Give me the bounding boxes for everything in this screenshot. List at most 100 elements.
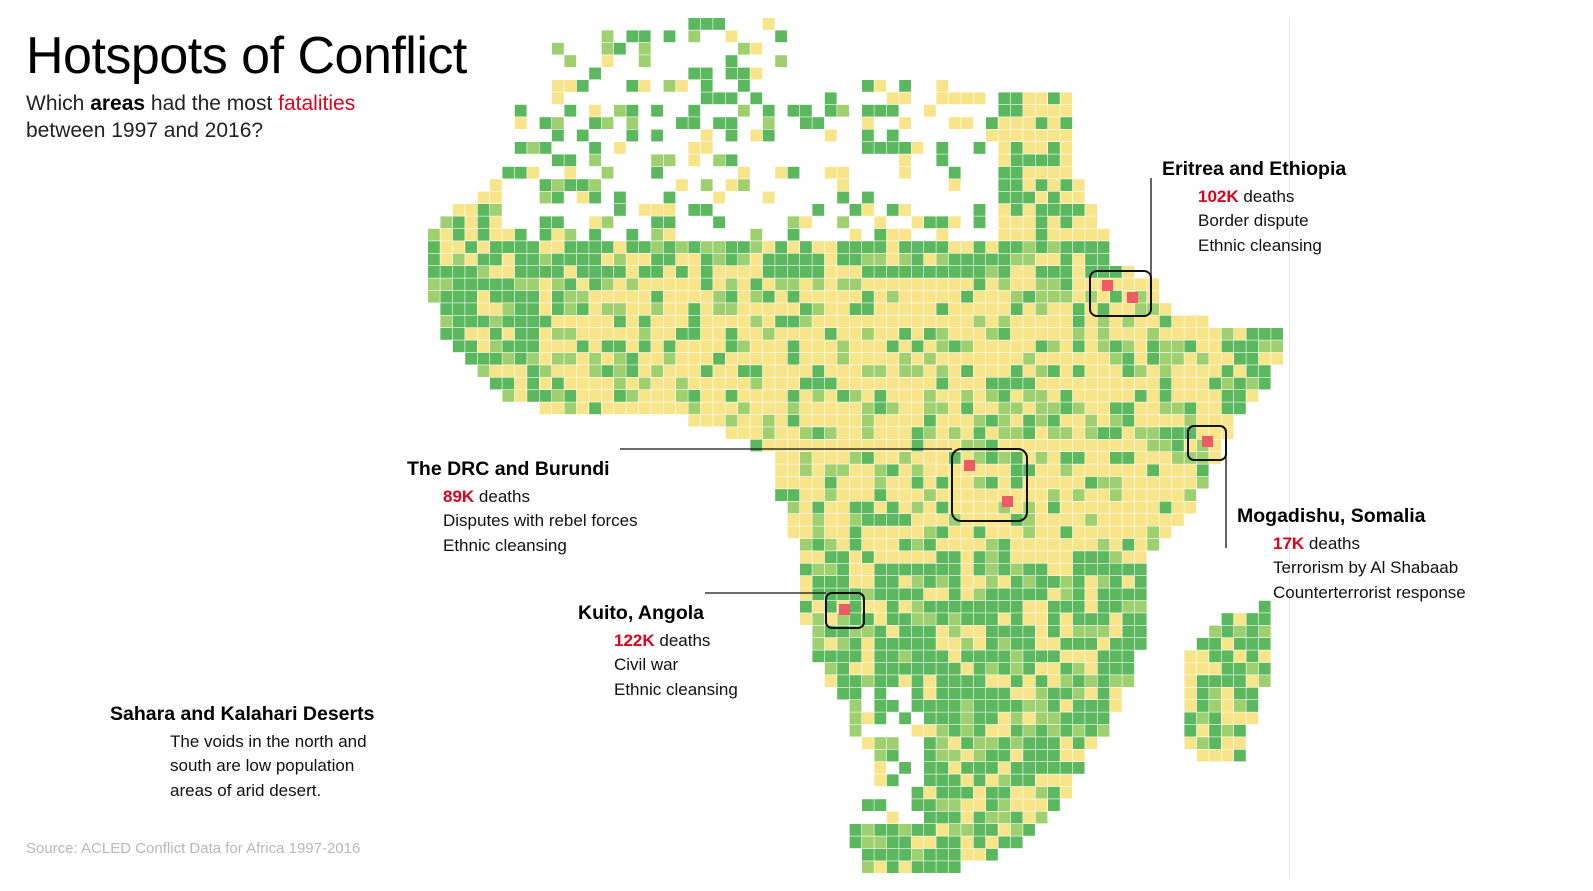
map-cell: [1072, 662, 1085, 675]
map-cell: [936, 476, 949, 489]
map-cell: [663, 30, 676, 43]
map-cell: [1060, 712, 1073, 725]
map-cell: [1035, 737, 1048, 749]
map-cell: [812, 514, 825, 526]
map-cell: [1072, 749, 1085, 762]
map-cell: [998, 824, 1011, 836]
map-cell: [638, 315, 651, 328]
map-cell: [514, 278, 527, 291]
map-cell: [477, 315, 490, 328]
map-cell: [862, 476, 874, 489]
map-cell: [1196, 414, 1209, 427]
subtitle-line2: between 1997 and 2016?: [26, 119, 264, 142]
map-cell: [998, 191, 1011, 204]
map-cell: [1035, 104, 1048, 117]
map-cell: [849, 228, 862, 241]
map-cell: [1023, 724, 1035, 737]
map-cell: [700, 241, 713, 253]
map-cell: [862, 142, 874, 154]
map-cell: [440, 228, 453, 241]
map-cell: [490, 179, 502, 191]
map-cell: [1072, 402, 1085, 415]
map-cell: [1048, 476, 1060, 489]
map-cell: [738, 42, 750, 55]
map-cell: [924, 439, 936, 452]
map-cell: [948, 241, 961, 253]
map-cell: [738, 365, 750, 377]
map-cell: [849, 352, 862, 365]
map-cell: [800, 340, 812, 353]
map-cell: [663, 204, 676, 216]
annotation-drc-burundi: The DRC and Burundi 89K deaths Disputes …: [407, 457, 638, 558]
map-cell: [787, 464, 800, 477]
map-cell: [1048, 749, 1060, 762]
map-cell: [1048, 650, 1060, 663]
map-cell: [725, 315, 738, 328]
map-cell: [775, 489, 787, 501]
map-cell: [973, 402, 986, 415]
map-cell: [948, 377, 961, 390]
map-cell: [1196, 675, 1209, 687]
subtitle-areas: areas: [90, 92, 146, 115]
map-cell: [1010, 724, 1023, 737]
map-cell: [1060, 563, 1073, 576]
map-cell: [849, 266, 862, 278]
map-cell: [961, 563, 973, 576]
map-cell: [490, 228, 502, 241]
map-cell: [899, 228, 911, 241]
map-cell: [911, 526, 924, 539]
annotation-eritrea-deaths-value: 102K: [1198, 186, 1239, 206]
map-cell: [948, 315, 961, 328]
map-cell: [614, 104, 626, 117]
map-cell: [552, 179, 564, 191]
map-cell: [490, 377, 502, 390]
map-cell: [1209, 340, 1221, 353]
map-cell: [651, 290, 663, 303]
map-cell: [787, 290, 800, 303]
map-cell: [1097, 365, 1110, 377]
map-cell: [899, 117, 911, 129]
map-cell: [1023, 737, 1035, 749]
map-cell: [924, 836, 936, 849]
map-cell: [1221, 340, 1234, 353]
map-cell: [911, 650, 924, 663]
map-cell: [1060, 576, 1073, 588]
map-cell: [961, 538, 973, 551]
map-cell: [1159, 452, 1172, 464]
map-cell: [1184, 377, 1197, 390]
map-cell: [1097, 328, 1110, 340]
map-cell: [874, 377, 887, 390]
map-cell: [452, 278, 465, 291]
map-cell: [750, 266, 763, 278]
map-cell: [1134, 625, 1147, 638]
map-cell: [824, 476, 837, 489]
map-cell: [626, 266, 639, 278]
map-cell: [1072, 489, 1085, 501]
map-cell: [1048, 241, 1060, 253]
map-cell: [514, 253, 527, 266]
map-cell: [663, 241, 676, 253]
map-cell: [762, 303, 775, 315]
map-cell: [539, 390, 552, 402]
map-cell: [961, 811, 973, 824]
map-cell: [924, 427, 936, 439]
map-cell: [564, 303, 577, 315]
annotation-angola-title: Kuito, Angola: [578, 602, 705, 624]
map-cell: [1010, 452, 1023, 464]
map-cell: [1072, 476, 1085, 489]
map-cell: [1085, 464, 1097, 477]
map-cell: [924, 774, 936, 787]
annotation-eritrea-ethiopia: Eritrea and Ethiopia 102K deaths Border …: [1162, 157, 1346, 258]
map-cell: [800, 278, 812, 291]
map-cell: [973, 489, 986, 501]
map-cell: [961, 762, 973, 774]
map-cell: [899, 662, 911, 675]
map-cell: [539, 216, 552, 229]
map-cell: [1134, 352, 1147, 365]
map-cell: [1122, 662, 1135, 675]
map-cell: [589, 390, 601, 402]
map-cell: [924, 675, 936, 687]
map-cell: [812, 241, 825, 253]
map-cell: [1060, 675, 1073, 687]
map-cell: [812, 625, 825, 638]
